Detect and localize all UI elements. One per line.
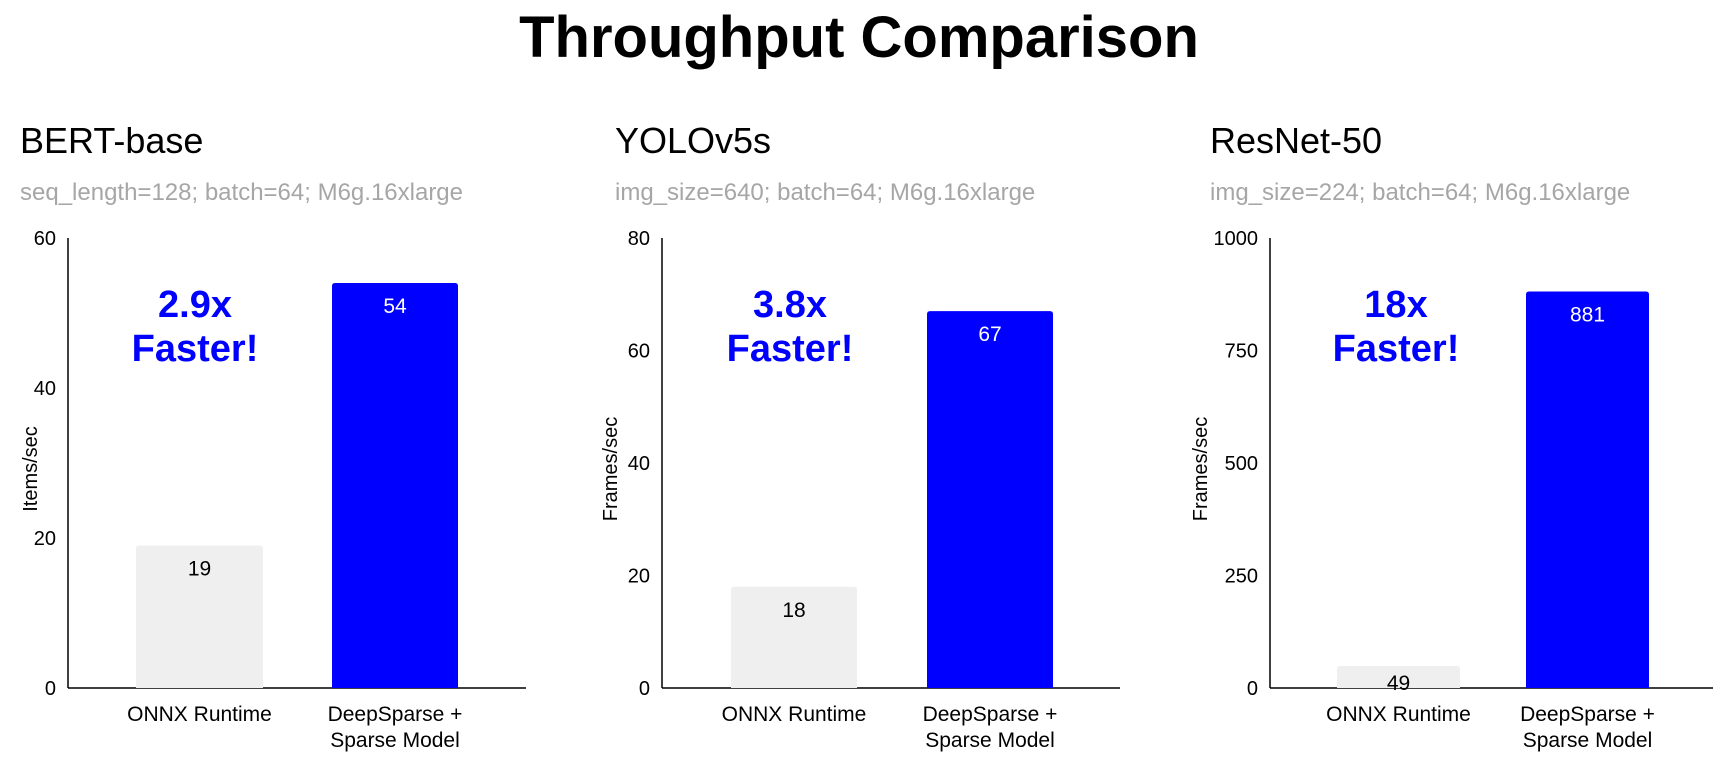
y-tick-label: 60	[34, 228, 56, 250]
y-tick-label: 750	[1225, 341, 1258, 363]
main-title: Throughput Comparison	[519, 5, 1199, 70]
chart-subtitle: seq_length=128; batch=64; M6g.16xlarge	[20, 179, 463, 206]
y-tick-label: 1000	[1214, 228, 1259, 250]
bar-value-label: 19	[188, 558, 211, 581]
y-tick-label: 20	[628, 566, 650, 588]
x-tick-label: DeepSparse +	[328, 703, 463, 726]
y-tick-label: 80	[628, 228, 650, 250]
bar-onnx-runtime	[1337, 665, 1460, 688]
y-tick-label: 500	[1225, 453, 1258, 475]
speedup-callout: 2.9x	[158, 284, 232, 326]
x-tick-label: DeepSparse +	[923, 703, 1058, 726]
bar-onnx-runtime	[136, 545, 263, 688]
speedup-callout: 3.8x	[753, 284, 827, 326]
y-axis-label: Frames/sec	[600, 417, 622, 521]
y-axis-label: Items/sec	[20, 426, 42, 512]
y-tick-label: 40	[628, 453, 650, 475]
x-tick-label: ONNX Runtime	[1326, 703, 1471, 726]
chart-subtitle: img_size=640; batch=64; M6g.16xlarge	[615, 179, 1035, 206]
y-tick-label: 0	[1247, 678, 1258, 700]
x-tick-label: Sparse Model	[330, 729, 460, 752]
bar-value-label: 18	[782, 599, 805, 622]
x-tick-label: ONNX Runtime	[127, 703, 272, 726]
x-tick-label: Sparse Model	[925, 729, 1055, 752]
speedup-callout: 18x	[1364, 284, 1427, 326]
y-tick-label: 60	[628, 341, 650, 363]
bar-value-label: 881	[1570, 304, 1605, 327]
bar-deepsparse	[927, 311, 1053, 688]
speedup-callout: Faster!	[132, 328, 259, 370]
y-tick-label: 250	[1225, 566, 1258, 588]
y-tick-label: 40	[34, 378, 56, 400]
x-tick-label: DeepSparse +	[1520, 703, 1655, 726]
speedup-callout: Faster!	[1333, 328, 1460, 370]
y-axis-label: Frames/sec	[1190, 417, 1212, 521]
bar-onnx-runtime	[731, 586, 857, 688]
bar-value-label: 67	[978, 323, 1001, 346]
x-tick-label: ONNX Runtime	[722, 703, 867, 726]
y-tick-label: 0	[639, 678, 650, 700]
y-tick-label: 0	[45, 678, 56, 700]
bar-value-label: 54	[383, 295, 407, 318]
x-tick-label: Sparse Model	[1523, 729, 1653, 752]
bar-deepsparse	[332, 283, 458, 688]
bar-deepsparse	[1526, 291, 1649, 688]
speedup-callout: Faster!	[727, 328, 854, 370]
y-tick-label: 20	[34, 528, 56, 550]
bar-value-label: 49	[1387, 672, 1410, 695]
chart-title: YOLOv5s	[615, 120, 771, 161]
chart-title: ResNet-50	[1210, 120, 1382, 161]
chart-subtitle: img_size=224; batch=64; M6g.16xlarge	[1210, 179, 1630, 206]
chart-title: BERT-base	[20, 120, 203, 161]
